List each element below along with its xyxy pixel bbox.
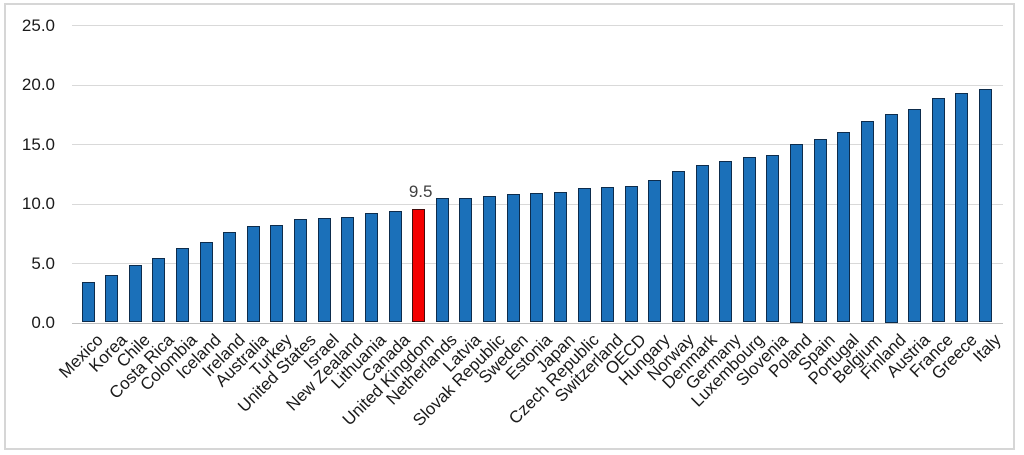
- highlight-value-label: 9.5: [408, 182, 433, 202]
- y-axis-tick-label: 0.0: [31, 313, 55, 332]
- bar-united-kingdom: [412, 209, 426, 323]
- y-axis-tick-label: 10.0: [21, 194, 55, 213]
- bar-colombia: [175, 247, 189, 323]
- bar-iceland: [199, 241, 213, 323]
- bar-united-states: [294, 218, 308, 323]
- gridline: [72, 84, 1003, 86]
- bar-poland: [790, 144, 804, 323]
- bar-oecd: [624, 185, 638, 323]
- bar-chile: [128, 265, 142, 323]
- bar-canada: [388, 210, 402, 323]
- bar-czech-republic: [577, 188, 591, 323]
- bar-japan: [553, 191, 567, 323]
- bar-greece: [955, 92, 969, 323]
- bar-costa-rica: [152, 258, 166, 323]
- bar-italy: [979, 89, 993, 323]
- bar-sweden: [506, 193, 520, 323]
- y-axis-tick-label: 20.0: [21, 75, 55, 94]
- y-axis-tick-label: 15.0: [21, 134, 55, 154]
- y-axis-tick-label: 5.0: [31, 253, 55, 273]
- bar-slovenia: [766, 154, 780, 323]
- bar-france: [931, 97, 945, 323]
- bar-new-zealand: [341, 216, 355, 323]
- bar-israel: [317, 217, 331, 323]
- bar-australia: [246, 226, 260, 323]
- bar-norway: [672, 171, 685, 323]
- x-axis-line: [72, 322, 1003, 324]
- bar-austria: [908, 109, 922, 323]
- bar-korea: [105, 274, 119, 323]
- bar-luxembourg: [742, 157, 756, 323]
- gridline: [72, 25, 1003, 26]
- bar-spain: [813, 139, 827, 323]
- bar-lithuania: [364, 213, 378, 323]
- bar-ireland: [223, 232, 237, 323]
- bar-hungary: [648, 179, 662, 323]
- bar-germany: [719, 160, 733, 323]
- bar-portugal: [837, 132, 851, 323]
- bar-netherlands: [435, 197, 449, 323]
- bar-slovak-republic: [483, 196, 497, 323]
- bar-latvia: [459, 197, 473, 323]
- bar-finland: [884, 114, 898, 323]
- gridline: [72, 144, 1003, 145]
- bar-switzerland: [601, 186, 615, 323]
- bar-denmark: [695, 165, 709, 323]
- y-axis-tick-label: 25.0: [21, 15, 55, 35]
- bar-belgium: [860, 121, 874, 323]
- plot-area: [72, 25, 1003, 324]
- bar-mexico: [81, 282, 95, 323]
- bar-turkey: [270, 224, 284, 323]
- bar-estonia: [530, 192, 544, 323]
